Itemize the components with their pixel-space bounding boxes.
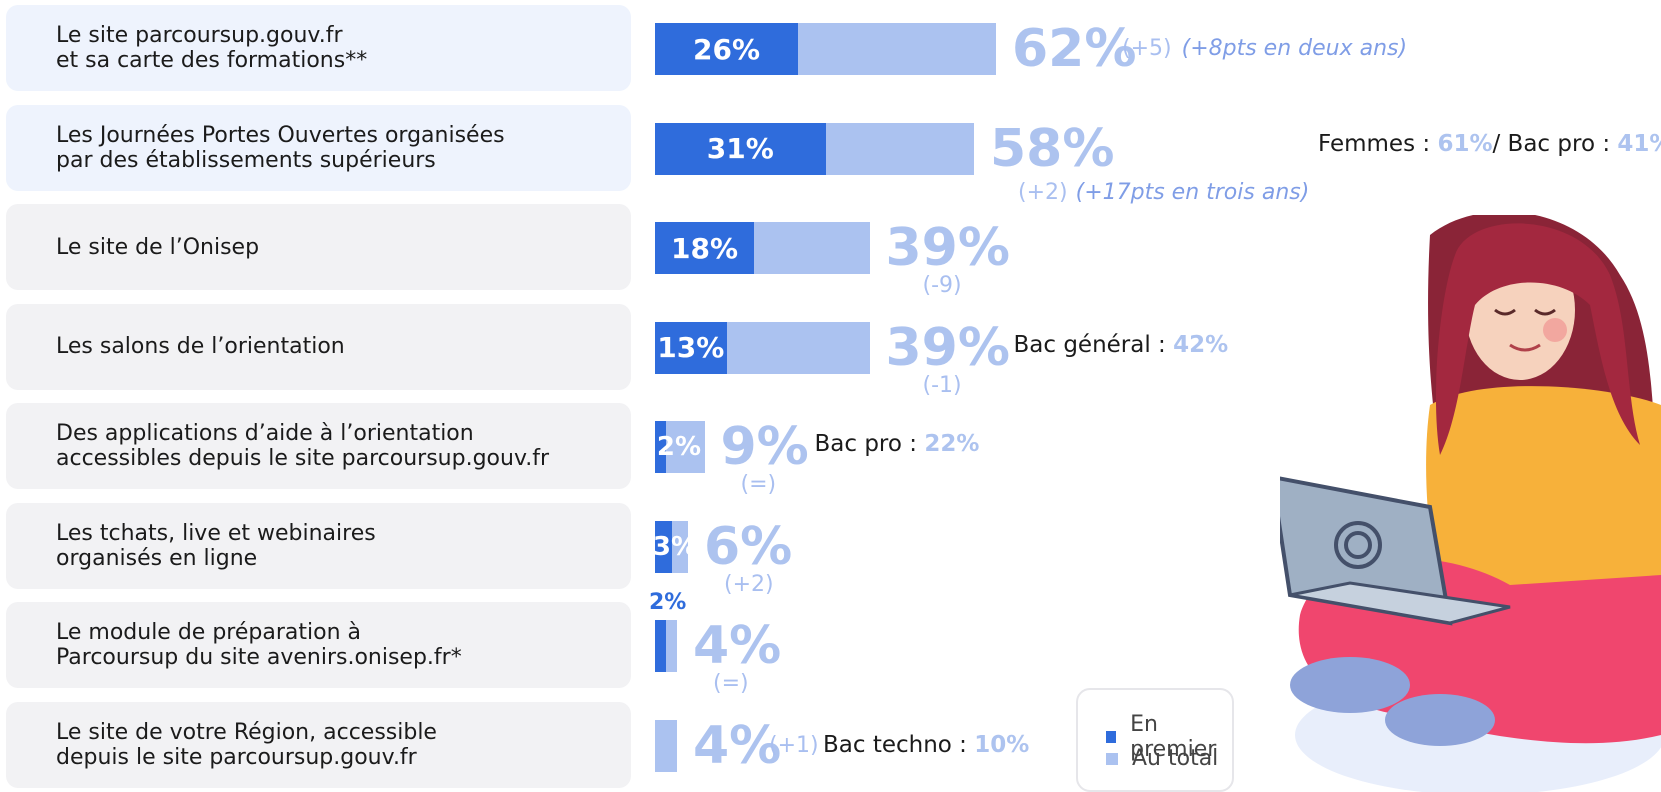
change-0: (+5) (+8pts en deux ans) <box>1122 37 1407 61</box>
total-label-7: 4% <box>693 715 782 776</box>
change-5: (+2) <box>724 571 774 597</box>
bar-first-0 <box>655 23 798 75</box>
row-label-0: Le site parcoursup.gouv.fr et sa carte d… <box>6 5 631 91</box>
woman-with-laptop-illustration <box>1280 215 1661 792</box>
note-value: 61% <box>1437 130 1493 157</box>
row-label-text: Les tchats, live et webinaires organisés… <box>56 520 376 571</box>
change-value: (+5) <box>1122 36 1172 61</box>
bar-first-5 <box>655 520 672 573</box>
note-7: Bac techno : 10% <box>823 732 1029 758</box>
legend-item-total: Au total <box>1106 746 1218 771</box>
row-label-text: Le site parcoursup.gouv.fr et sa carte d… <box>56 23 368 73</box>
bar-first-label-1: 31% <box>706 132 774 165</box>
bar-first-label-5: 3% <box>652 531 698 562</box>
row-label-text: Le site de l’Onisep <box>56 234 260 260</box>
row-label-4: Des applications d’aide à l’orientation … <box>6 403 631 489</box>
note-1: Femmes : 61%/ Bac pro : 41% <box>1318 131 1661 157</box>
bar-first-label-6: 2% <box>649 590 687 615</box>
row-label-text: Les Journées Portes Ouvertes organisées … <box>56 122 505 173</box>
bar-first-1 <box>655 122 826 175</box>
bar-first-label-2: 18% <box>670 231 739 265</box>
change-value: (+2) <box>1018 179 1068 205</box>
total-label-2: 39% <box>885 218 1010 278</box>
note-4: Bac pro : 22% <box>815 431 980 457</box>
legend-label-first: En premier <box>1130 712 1217 762</box>
change-4: (=) <box>740 472 777 497</box>
bar-first-4 <box>655 421 666 473</box>
note-prefix: Bac général : <box>1013 331 1174 358</box>
note-prefix: Femmes : <box>1318 130 1438 157</box>
bar-first-6 <box>655 620 666 672</box>
legend-swatch-first <box>1106 731 1117 743</box>
row-label-6: Le module de préparation à Parcoursup du… <box>6 602 631 688</box>
legend: En premier Au total <box>1076 688 1234 792</box>
row-label-5: Les tchats, live et webinaires organisés… <box>6 502 631 589</box>
bar-first-3 <box>655 321 727 374</box>
legend-label-total: Au total <box>1132 746 1219 771</box>
note-suffix: / Bac pro : <box>1492 130 1618 157</box>
change-7: (+1) <box>769 732 819 758</box>
total-label-0: 62% <box>1012 19 1137 79</box>
change-1: (+2) (+17pts en trois ans) <box>1018 179 1310 205</box>
note-value-2: 41% <box>1617 130 1661 157</box>
note-prefix: Bac pro : <box>814 431 925 457</box>
change-extra: (+17pts en trois ans) <box>1075 179 1310 205</box>
bar-first-label-0: 26% <box>692 32 761 66</box>
bar-first-2 <box>655 222 754 274</box>
row-label-text: Le site de votre Région, accessible depu… <box>56 719 437 770</box>
note-prefix: Bac techno : <box>823 731 975 758</box>
legend-item-first: En premier <box>1106 712 1232 762</box>
row-label-7: Le site de votre Région, accessible depu… <box>6 701 631 788</box>
row-label-text: Des applications d’aide à l’orientation … <box>56 421 550 471</box>
note-value: 42% <box>1173 331 1229 358</box>
row-label-1: Les Journées Portes Ouvertes organisées … <box>6 104 631 191</box>
total-label-1: 58% <box>990 118 1115 179</box>
bar-first-label-4: 2% <box>656 432 702 462</box>
change-3: (-1) <box>922 372 962 398</box>
total-label-3: 39% <box>885 317 1010 378</box>
row-label-text: Le module de préparation à Parcoursup du… <box>56 620 462 670</box>
note-value: 10% <box>974 731 1030 758</box>
row-label-3: Les salons de l’orientation <box>6 303 631 390</box>
total-label-6: 4% <box>693 616 782 676</box>
legend-swatch-total <box>1106 752 1118 765</box>
note-3: Bac général : 42% <box>1014 332 1229 358</box>
bar-first-label-3: 13% <box>657 331 725 364</box>
note-value: 22% <box>924 431 980 457</box>
change-extra: (+8pts en deux ans) <box>1181 36 1408 61</box>
bar-total-7 <box>655 719 677 772</box>
row-label-text: Les salons de l’orientation <box>56 334 345 359</box>
total-label-5: 6% <box>704 516 793 577</box>
change-6: (=) <box>713 671 749 696</box>
change-2: (-9) <box>922 273 962 298</box>
row-label-2: Le site de l’Onisep <box>6 204 631 290</box>
total-label-4: 9% <box>720 417 809 477</box>
